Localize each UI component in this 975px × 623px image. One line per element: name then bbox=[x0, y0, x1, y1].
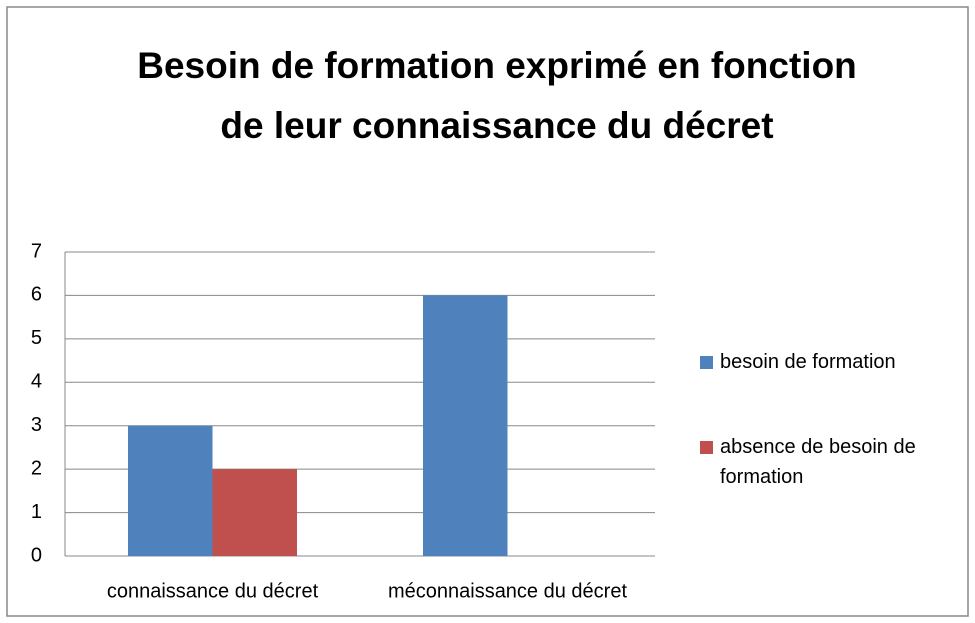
frame bbox=[6, 6, 969, 617]
bar bbox=[423, 295, 508, 556]
y-tick-label: 7 bbox=[31, 240, 42, 262]
y-tick-label: 0 bbox=[31, 544, 42, 566]
legend-label: besoin de formation bbox=[720, 351, 896, 373]
y-tick-label: 3 bbox=[31, 414, 42, 436]
y-tick-label: 4 bbox=[31, 371, 42, 393]
x-tick-label: connaissance du décret bbox=[107, 580, 319, 602]
y-tick-label: 5 bbox=[31, 327, 42, 349]
legend-item: besoin de formation bbox=[700, 347, 970, 377]
legend-item: absence de besoin de formation bbox=[700, 432, 970, 492]
y-tick-label: 2 bbox=[31, 457, 42, 479]
y-tick-label: 6 bbox=[31, 284, 42, 306]
chart-title: Besoin de formation exprimé en fonction … bbox=[137, 45, 857, 146]
legend-label: absence de besoin de formation bbox=[720, 436, 916, 488]
legend-swatch bbox=[700, 356, 713, 369]
legend-swatch bbox=[700, 441, 713, 454]
bar bbox=[212, 469, 297, 556]
bar bbox=[128, 425, 213, 556]
x-tick-label: méconnaissance du décret bbox=[388, 580, 627, 602]
y-tick-label: 1 bbox=[31, 501, 42, 523]
